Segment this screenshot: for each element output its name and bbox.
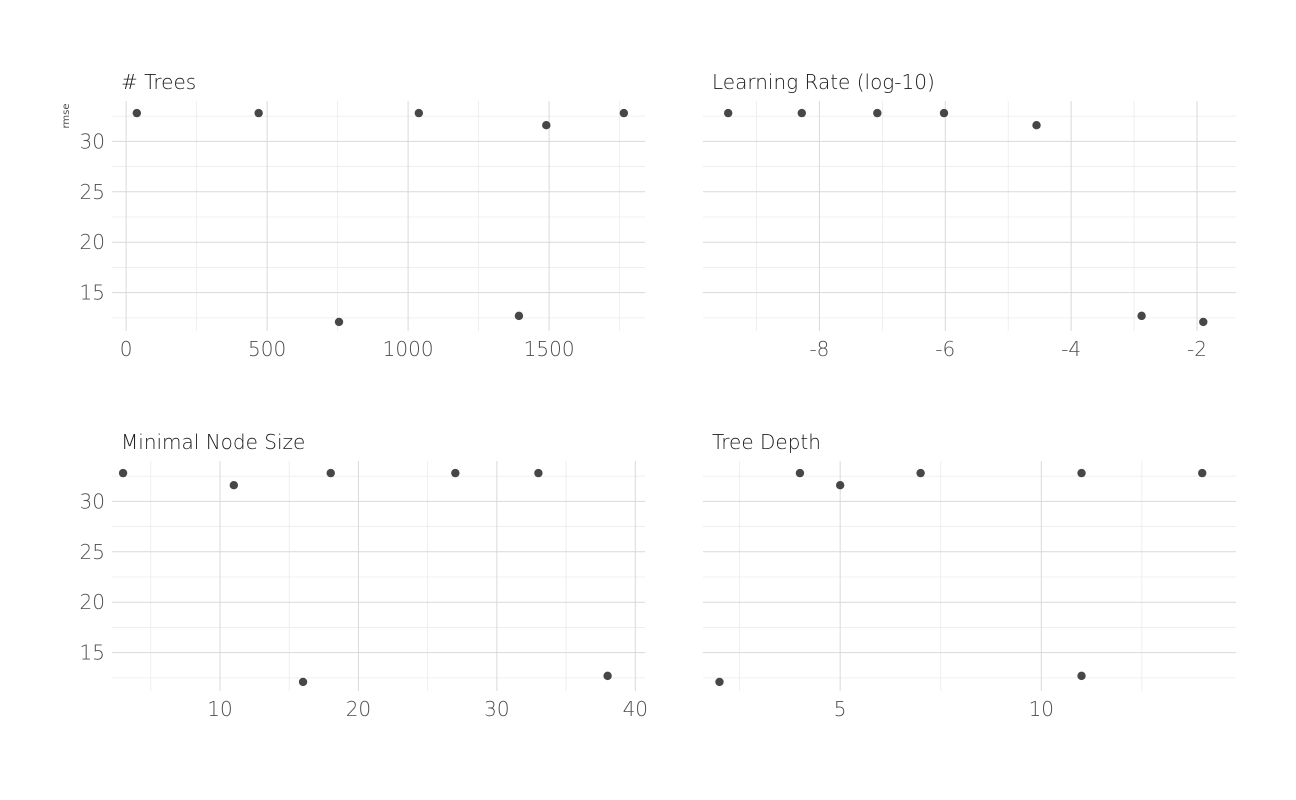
data-point (1198, 468, 1207, 478)
x-tick-label: 0 (120, 337, 133, 361)
data-point (1077, 671, 1086, 681)
y-axis-label: rmse (61, 103, 72, 128)
panel-4: Tree Depth 5 10 (703, 430, 1236, 721)
y-tick-label: 30 (80, 489, 105, 513)
data-point (542, 121, 551, 130)
data-point (229, 481, 239, 490)
data-point (1077, 468, 1086, 478)
x-tick-label: 10 (1029, 697, 1054, 721)
x-tick-label: -8 (809, 337, 829, 361)
panel-3: Minimal Node Size 15 20 25 30 10 20 30 40 (80, 430, 648, 721)
data-point (916, 468, 925, 478)
y-tick-label: 20 (80, 590, 105, 614)
y-tick-label: 25 (80, 180, 105, 204)
data-point (603, 671, 612, 681)
x-tick-label: 20 (346, 697, 371, 721)
panel-1: # Trees 15 20 25 30 0 500 1000 1500 (80, 70, 645, 361)
panels-layer: # Trees 15 20 25 30 0 500 1000 1500 Learning Rate… (80, 70, 1236, 721)
data-point (451, 468, 460, 478)
data-point (118, 468, 128, 478)
x-tick-label: 40 (623, 697, 648, 721)
x-tick-label: -2 (1187, 337, 1207, 361)
y-tick-label: 15 (80, 281, 105, 305)
data-point (715, 677, 724, 687)
panel-title: Minimal Node Size (121, 430, 305, 454)
x-tick-label: -6 (935, 337, 955, 361)
x-tick-label: 30 (484, 697, 509, 721)
data-point (334, 317, 344, 327)
data-point (326, 468, 335, 478)
y-tick-label: 30 (80, 129, 105, 153)
y-tick-label: 25 (80, 540, 105, 564)
panel-2: Learning Rate (log-10) -8 -6 -4 -2 (703, 70, 1236, 361)
data-point (1137, 311, 1146, 321)
y-tick-label: 20 (80, 230, 105, 254)
x-tick-label: -4 (1061, 337, 1081, 361)
data-point (1032, 121, 1041, 130)
x-tick-label: 500 (248, 337, 286, 361)
x-tick-label: 10 (207, 697, 232, 721)
data-point (414, 108, 424, 118)
panel-title: Tree Depth (712, 430, 821, 454)
panel-title: # Trees (121, 70, 196, 94)
panel-title: Learning Rate (log-10) (712, 70, 935, 94)
data-point (298, 677, 308, 687)
x-tick-label: 1500 (524, 337, 575, 361)
data-point (939, 108, 949, 118)
data-point (254, 108, 263, 118)
data-point (723, 108, 733, 118)
data-point (797, 108, 806, 118)
data-point (873, 108, 882, 118)
data-point (1199, 317, 1208, 327)
x-tick-label: 1000 (383, 337, 434, 361)
x-tick-label: 5 (834, 697, 847, 721)
data-point (514, 311, 524, 321)
y-tick-label: 15 (80, 641, 105, 665)
data-point (795, 468, 805, 478)
data-point (619, 108, 629, 118)
data-point (534, 468, 543, 478)
data-point (835, 481, 845, 490)
data-point (132, 108, 142, 118)
